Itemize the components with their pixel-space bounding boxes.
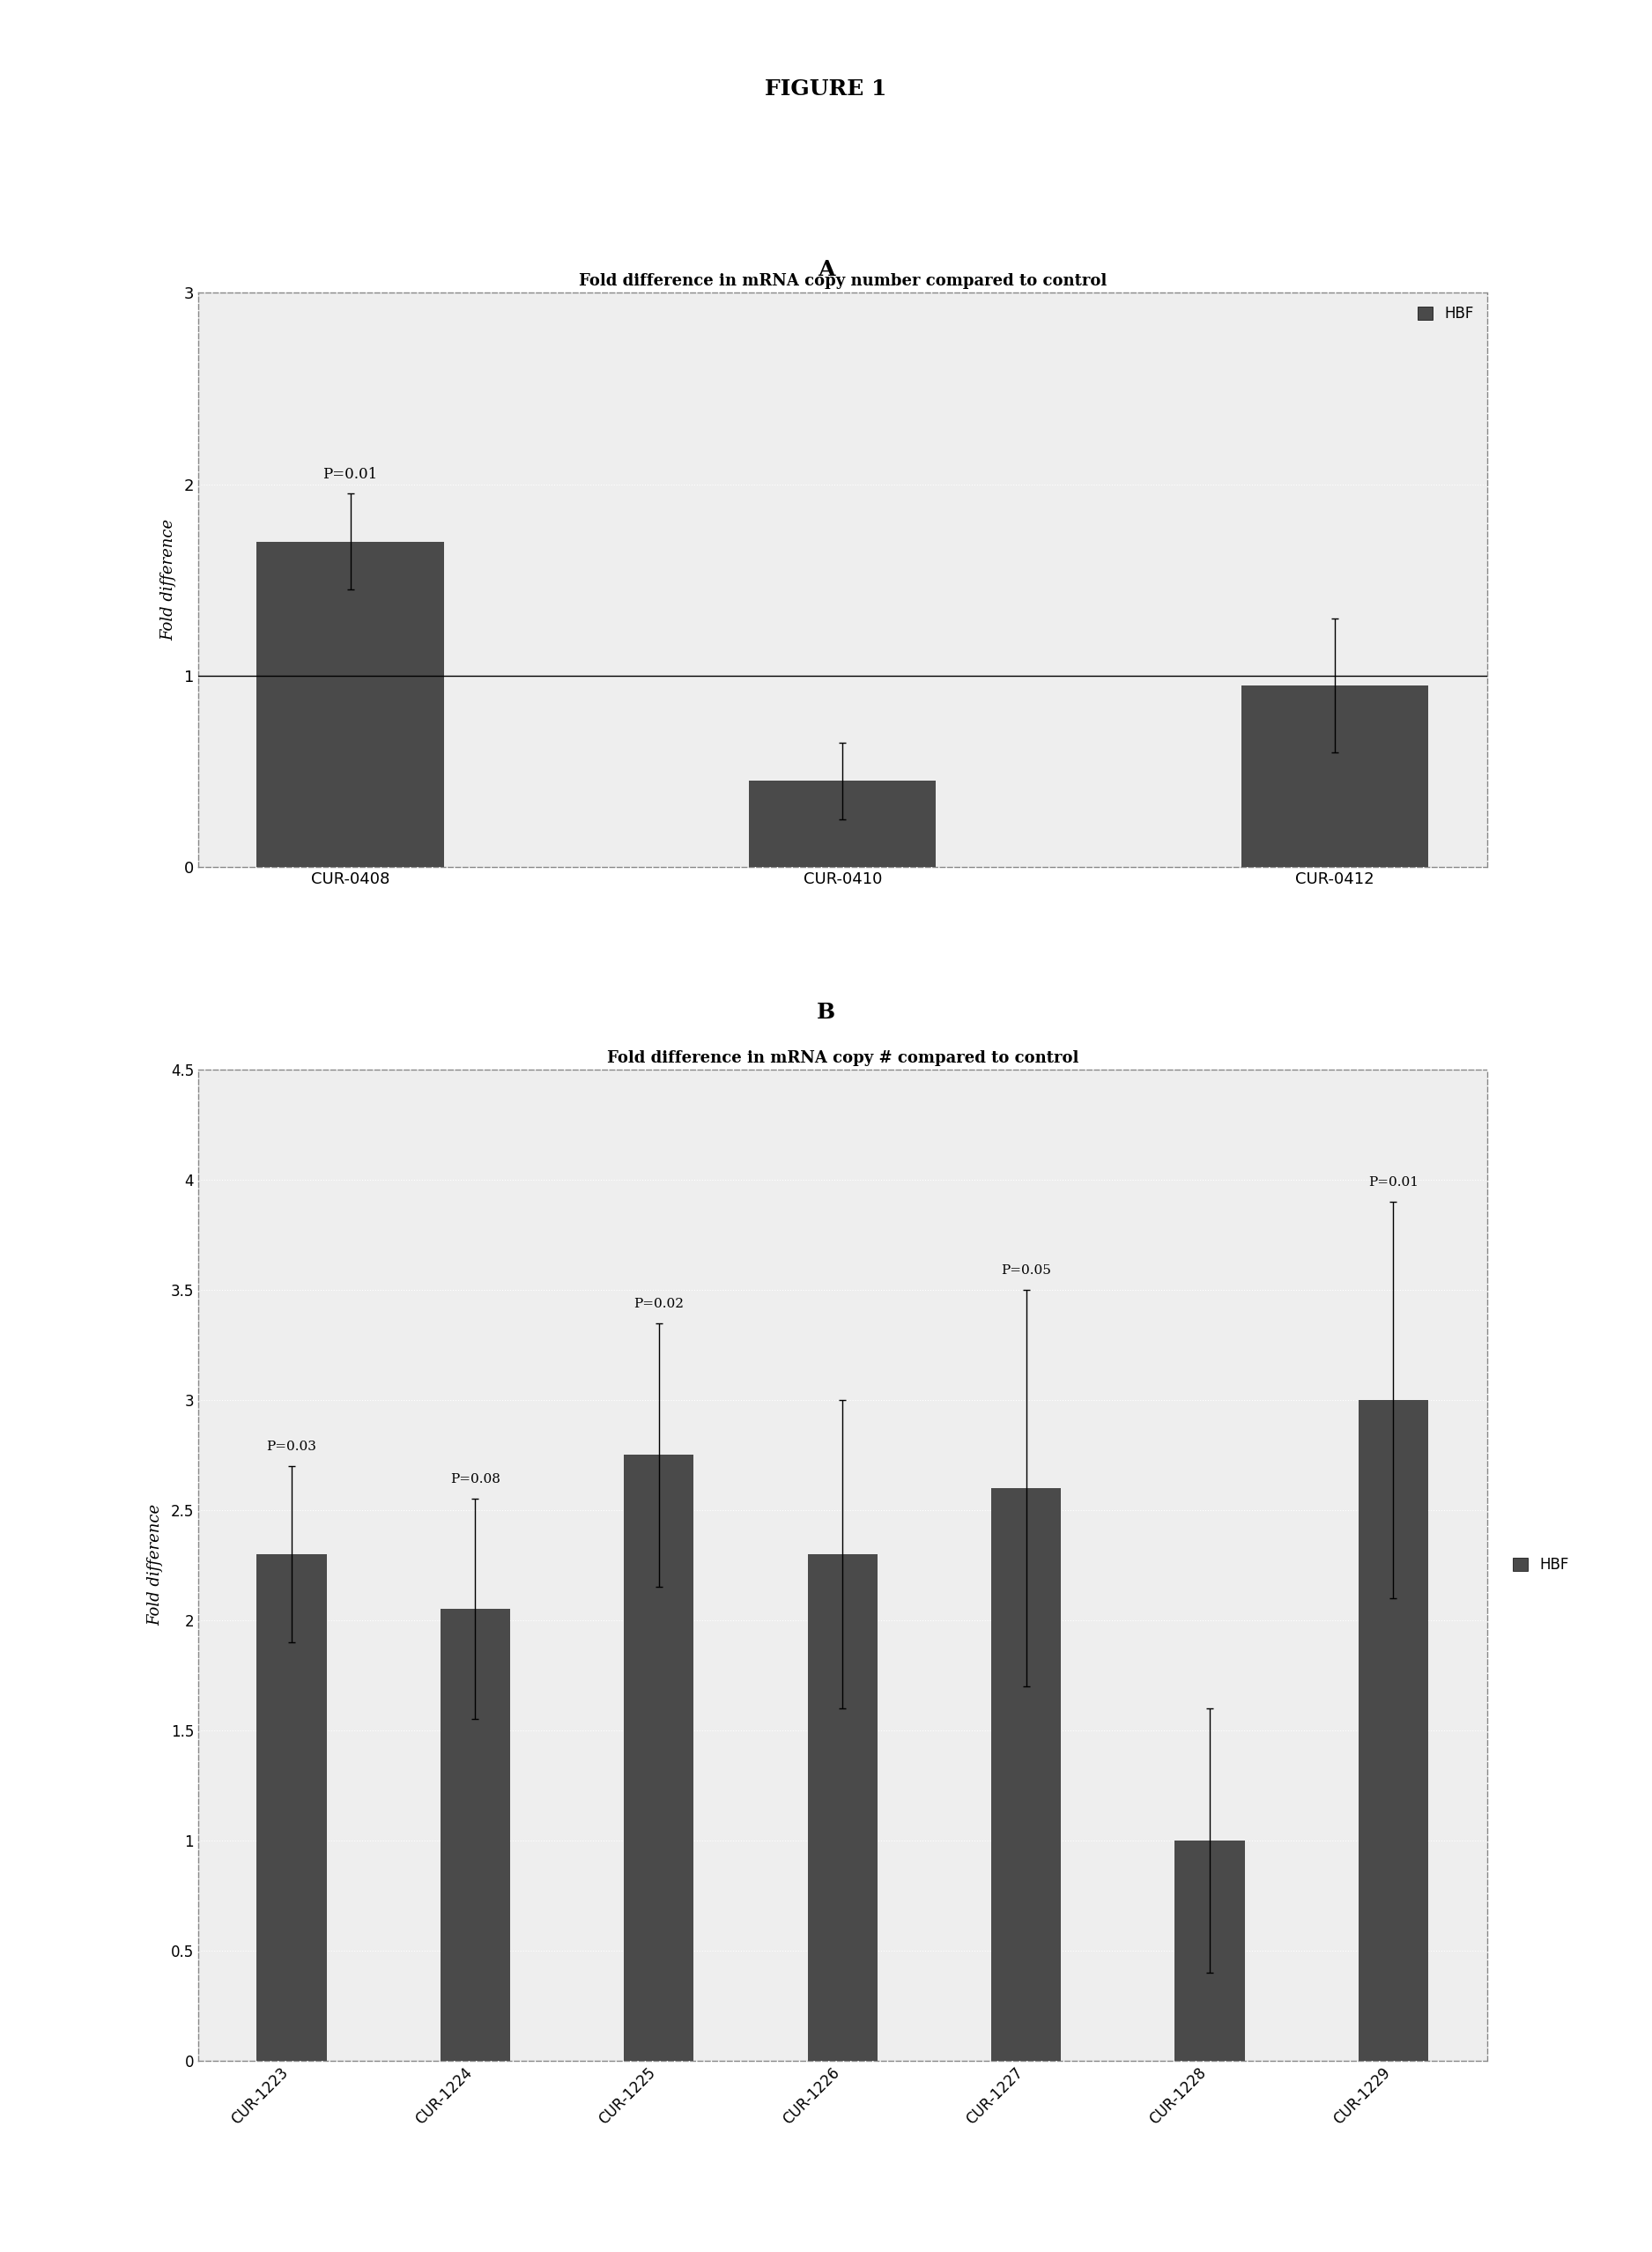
Bar xyxy=(624,1455,694,2061)
Title: Fold difference in mRNA copy # compared to control: Fold difference in mRNA copy # compared … xyxy=(606,1049,1079,1065)
Bar xyxy=(256,543,444,867)
Text: FIGURE 1: FIGURE 1 xyxy=(765,79,887,99)
Text: B: B xyxy=(816,1002,836,1022)
Text: A: A xyxy=(818,259,834,279)
Text: P=0.02: P=0.02 xyxy=(634,1297,684,1311)
Text: P=0.03: P=0.03 xyxy=(266,1441,317,1453)
Legend: HBF: HBF xyxy=(1412,300,1480,329)
Bar xyxy=(991,1489,1061,2061)
Y-axis label: Fold difference: Fold difference xyxy=(160,518,177,642)
Text: P=0.05: P=0.05 xyxy=(1001,1263,1051,1277)
Bar xyxy=(1241,685,1429,867)
Bar xyxy=(1175,1840,1244,2061)
Bar xyxy=(1358,1401,1429,2061)
Title: Fold difference in mRNA copy number compared to control: Fold difference in mRNA copy number comp… xyxy=(578,272,1107,288)
Bar xyxy=(256,1554,327,2061)
Bar xyxy=(748,781,937,867)
Bar xyxy=(441,1610,510,2061)
Legend: HBF: HBF xyxy=(1507,1552,1574,1579)
Bar xyxy=(808,1554,877,2061)
Text: P=0.01: P=0.01 xyxy=(1368,1176,1419,1189)
Text: P=0.08: P=0.08 xyxy=(451,1473,501,1486)
Text: P=0.01: P=0.01 xyxy=(322,466,378,482)
Y-axis label: Fold difference: Fold difference xyxy=(147,1504,164,1626)
